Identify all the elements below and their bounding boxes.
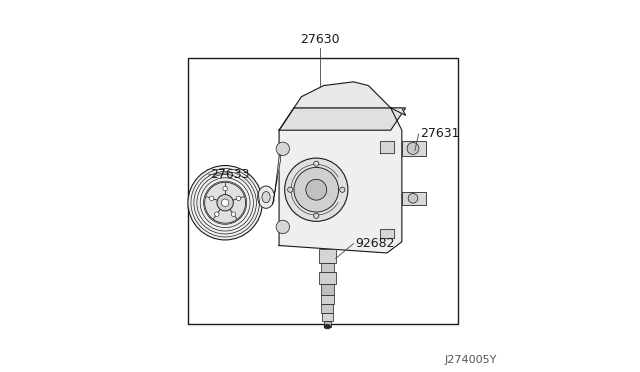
Bar xyxy=(322,313,333,321)
Polygon shape xyxy=(273,145,280,204)
Circle shape xyxy=(314,213,319,218)
Circle shape xyxy=(340,187,345,192)
Circle shape xyxy=(287,187,293,192)
Text: 27630: 27630 xyxy=(300,33,340,45)
Ellipse shape xyxy=(262,192,270,203)
Polygon shape xyxy=(279,108,406,130)
Circle shape xyxy=(407,142,419,154)
Bar xyxy=(321,295,334,304)
Circle shape xyxy=(276,220,289,234)
Bar xyxy=(321,284,334,295)
Bar xyxy=(402,141,426,156)
Circle shape xyxy=(231,212,236,217)
Text: J274005Y: J274005Y xyxy=(444,355,497,365)
Bar xyxy=(324,321,331,327)
Circle shape xyxy=(209,196,214,201)
Circle shape xyxy=(205,182,246,223)
Bar xyxy=(321,304,333,313)
Bar xyxy=(319,249,337,263)
Circle shape xyxy=(306,179,326,200)
Bar xyxy=(402,192,426,205)
Text: 27633: 27633 xyxy=(211,169,250,181)
Circle shape xyxy=(221,199,229,206)
Circle shape xyxy=(217,195,234,211)
Circle shape xyxy=(214,212,219,217)
Polygon shape xyxy=(380,229,394,238)
Circle shape xyxy=(223,186,227,191)
Circle shape xyxy=(188,166,262,240)
Bar xyxy=(321,263,334,272)
Circle shape xyxy=(236,196,241,201)
Ellipse shape xyxy=(258,186,275,208)
Text: 27631: 27631 xyxy=(420,128,460,140)
Bar xyxy=(188,58,458,324)
Polygon shape xyxy=(380,141,394,153)
Bar xyxy=(319,272,335,284)
Circle shape xyxy=(314,161,319,166)
Ellipse shape xyxy=(324,324,331,329)
Polygon shape xyxy=(294,82,406,115)
Circle shape xyxy=(408,193,418,203)
Circle shape xyxy=(294,167,339,212)
Text: 92682: 92682 xyxy=(355,237,395,250)
Circle shape xyxy=(276,142,289,155)
Polygon shape xyxy=(279,108,402,253)
Circle shape xyxy=(285,158,348,221)
